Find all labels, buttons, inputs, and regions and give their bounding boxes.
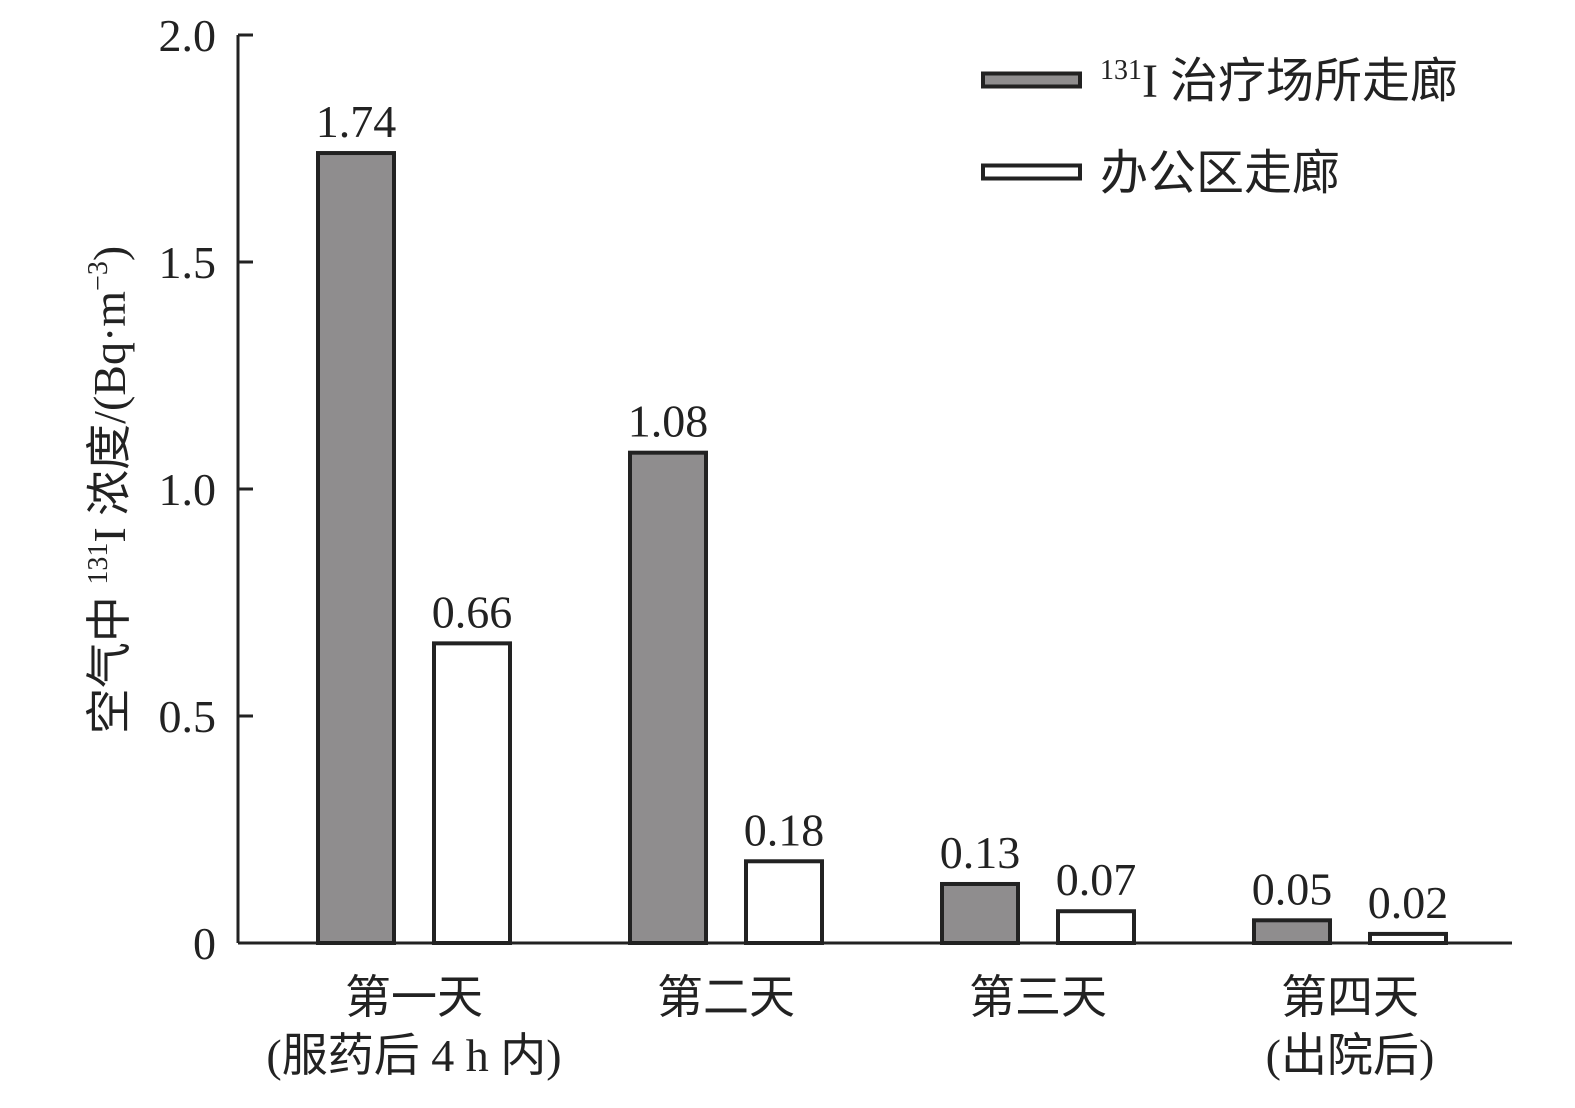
legend-swatch-1 [981, 71, 1082, 89]
bar-series-1-4 [1252, 918, 1332, 945]
bar-series-2-3 [1056, 909, 1136, 945]
data-label: 0.66 [432, 586, 513, 637]
x-tick-labels: 第一天 (服药后 4 h 内) 第二天 第三天 第四天 (出院后) [266, 972, 1434, 1081]
bar-series-1-2 [628, 450, 708, 945]
data-label: 0.05 [1252, 863, 1333, 914]
x-tick-label: 第一天 [345, 972, 483, 1023]
x-tick-label: 第四天 [1281, 972, 1419, 1023]
legend-swatch-2 [981, 163, 1082, 181]
bar-series-2-2 [744, 859, 824, 946]
x-tick-label: (出院后) [1266, 1030, 1435, 1081]
bars [316, 151, 1448, 946]
y-axis-label-group: 空气中 131I 浓度/(Bq·m−3) [83, 246, 135, 734]
y-tick-label: 1.0 [159, 464, 217, 515]
y-tick-label: 2.0 [159, 10, 217, 61]
data-labels: 1.74 1.08 0.13 0.05 0.66 0.18 0.07 0.02 [316, 96, 1449, 928]
data-label: 0.18 [744, 804, 825, 855]
bar-series-2-1 [432, 641, 512, 945]
y-tick-label: 1.5 [159, 237, 217, 288]
y-tick-label: 0 [193, 918, 216, 969]
y-axis-label-prefix: 空气中 [84, 585, 135, 735]
data-label: 0.13 [940, 827, 1021, 878]
y-axis-label: 空气中 131I 浓度/(Bq·m−3) [83, 246, 135, 734]
y-axis-label-exponent: −3 [83, 261, 114, 291]
x-tick-label: 第三天 [969, 972, 1107, 1023]
x-tick-label: 第二天 [657, 972, 795, 1023]
bar-series-2-4 [1368, 931, 1448, 945]
data-label: 1.08 [628, 396, 709, 447]
y-axis-label-suffix: ) [84, 246, 135, 261]
legend-label-text: I 治疗场所走廊 [1142, 55, 1458, 108]
y-axis-label-superscript: 131 [83, 543, 114, 585]
data-label: 1.74 [316, 96, 397, 147]
bar-series-1-1 [316, 151, 396, 946]
data-label: 0.07 [1056, 854, 1137, 905]
bar-series-1-3 [940, 881, 1020, 945]
y-tick-label: 0.5 [159, 691, 217, 742]
data-label: 0.02 [1368, 877, 1449, 928]
legend-label-1: 131I 治疗场所走廊 [1100, 55, 1458, 108]
y-axis-label-middle: I 浓度/(Bq·m [84, 291, 135, 543]
y-axis: 0 0.5 1.0 1.5 2.0 [159, 10, 253, 969]
legend-label-2: 办公区走廊 [1100, 147, 1340, 200]
legend-label-text: 办公区走廊 [1100, 147, 1340, 200]
x-tick-label: (服药后 4 h 内) [266, 1030, 561, 1081]
legend-label-superscript: 131 [1100, 55, 1142, 86]
